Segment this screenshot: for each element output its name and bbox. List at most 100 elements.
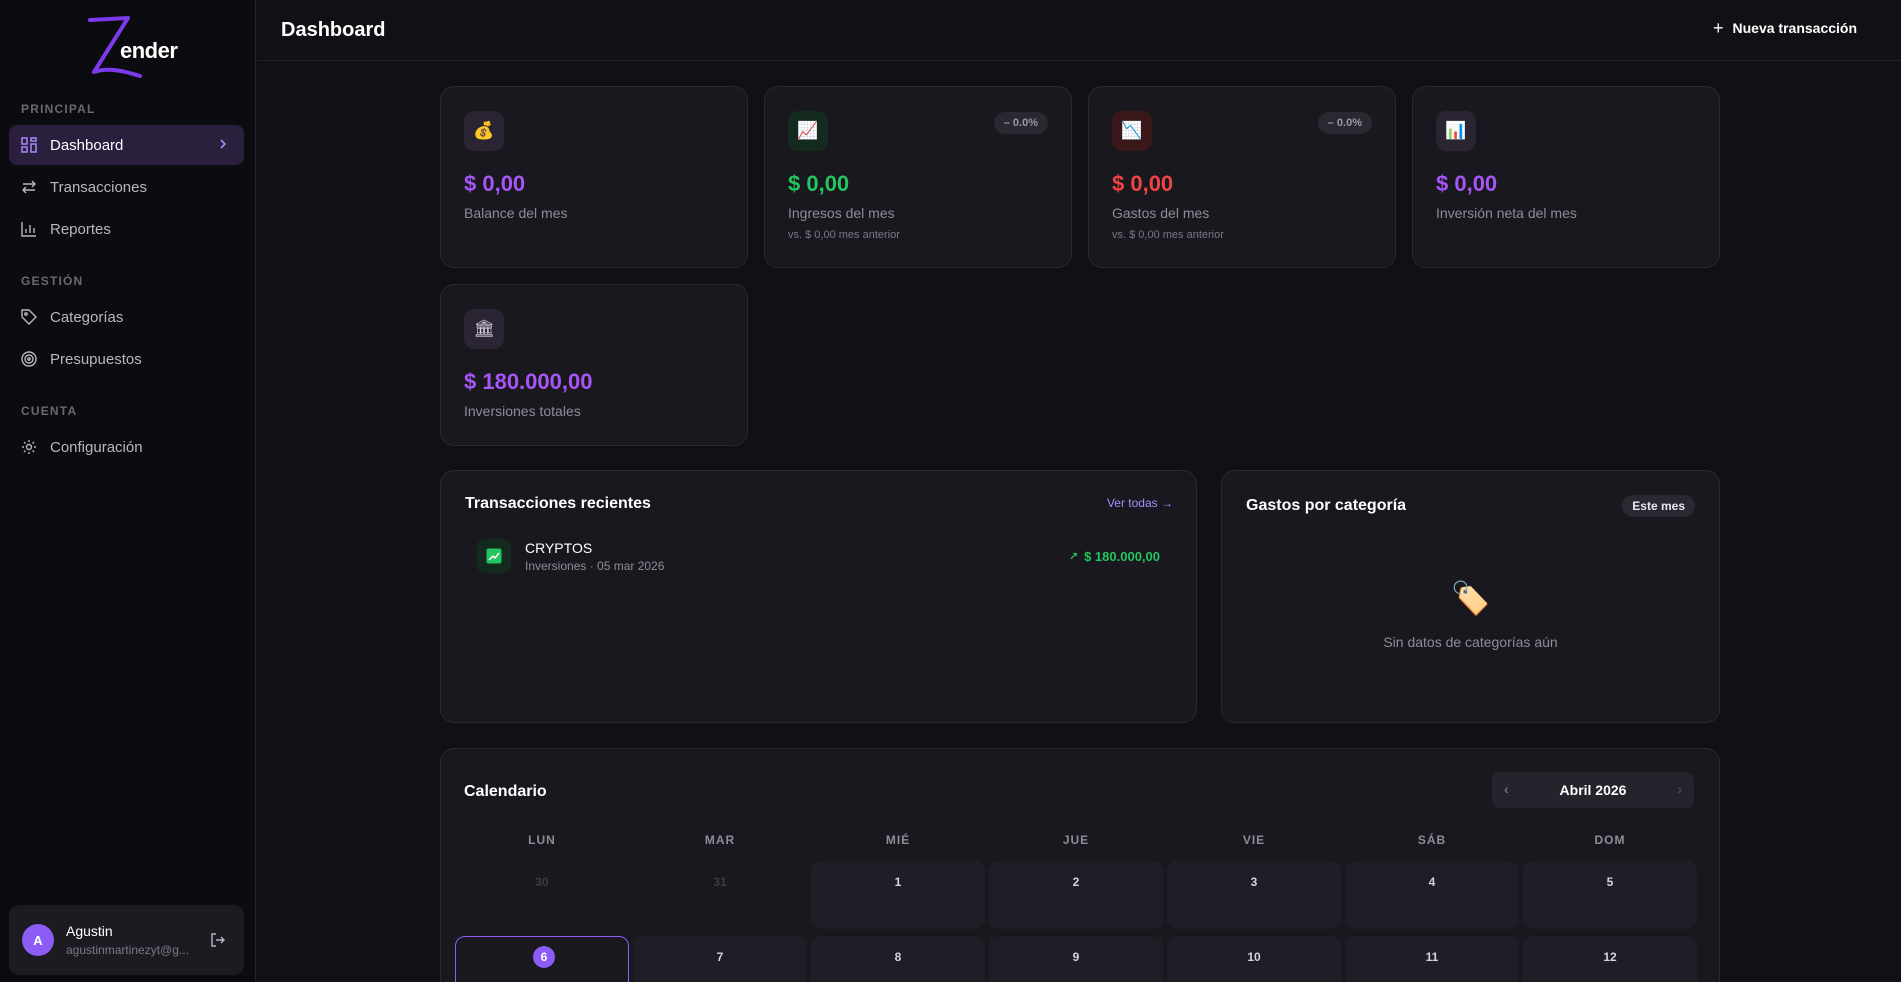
change-badge: – 0.0% bbox=[1317, 112, 1372, 134]
avatar: A bbox=[22, 924, 54, 956]
arrow-up-right-icon: ↗ bbox=[1068, 551, 1079, 563]
calendar-day[interactable]: 4 bbox=[1345, 861, 1519, 929]
transaction-name[interactable]: CRYPTOS bbox=[525, 540, 593, 556]
sidebar-item-transacciones[interactable]: Transacciones bbox=[9, 167, 244, 207]
view-all-link[interactable]: Ver todas → bbox=[1106, 496, 1173, 510]
gear-icon bbox=[21, 439, 37, 455]
dashboard-icon bbox=[21, 137, 37, 153]
weekday-label: MIÉ bbox=[885, 833, 911, 847]
user-name: Agustin bbox=[66, 923, 113, 939]
transaction-meta: Inversiones · 05 mar 2026 bbox=[525, 559, 665, 573]
day-number: 1 bbox=[894, 875, 902, 889]
sidebar-item-categorias[interactable]: Categorías bbox=[9, 297, 244, 337]
stat-value: $ 0,00 bbox=[788, 171, 850, 196]
calendar-day[interactable]: 12 bbox=[1523, 936, 1697, 982]
day-number: 4 bbox=[1428, 875, 1436, 889]
stat-label: Inversiones totales bbox=[464, 403, 581, 419]
calendar-day[interactable]: 5 bbox=[1523, 861, 1697, 929]
day-number: 5 bbox=[1606, 875, 1614, 889]
day-number: 9 bbox=[1072, 950, 1080, 964]
logout-icon[interactable] bbox=[210, 932, 226, 953]
day-number: 12 bbox=[1603, 950, 1617, 964]
amount-value: $ 180.000,00 bbox=[1084, 549, 1160, 564]
stat-value: $ 0,00 bbox=[464, 171, 526, 196]
panel-title: Gastos por categoría bbox=[1246, 497, 1407, 514]
nav-section-cuenta: CUENTA bbox=[21, 404, 78, 418]
day-number: 6 bbox=[533, 946, 555, 968]
stat-card-income: 📈 – 0.0% $ 0,00 Ingresos del mes vs. $ 0… bbox=[764, 86, 1072, 268]
tag-empty-icon: 🏷️ bbox=[1450, 580, 1491, 616]
day-number: 11 bbox=[1425, 950, 1439, 964]
top-header: Dashboard + Nueva transacción bbox=[257, 0, 1901, 61]
calendar-day-today[interactable]: 6 bbox=[455, 936, 629, 982]
day-number: 30 bbox=[535, 875, 549, 889]
calendar-day[interactable]: 7 bbox=[633, 936, 807, 982]
sidebar-item-reportes[interactable]: Reportes bbox=[9, 209, 244, 249]
plus-icon: + bbox=[1713, 18, 1724, 38]
sidebar-item-configuracion[interactable]: Configuración bbox=[9, 427, 244, 467]
sidebar: ender PRINCIPAL Dashboard Transacciones … bbox=[0, 0, 256, 982]
stat-value: $ 180.000,00 bbox=[464, 369, 593, 394]
calendar-day[interactable]: 2 bbox=[989, 861, 1163, 929]
day-number: 8 bbox=[894, 950, 902, 964]
tag-icon bbox=[21, 309, 37, 325]
stat-card-net-investment: 📊 $ 0,00 Inversión neta del mes bbox=[1412, 86, 1720, 268]
weekday-label: LUN bbox=[528, 833, 556, 847]
stat-comparison: vs. $ 0,00 mes anterior bbox=[788, 229, 900, 241]
user-email: agustinmartinezyt@g... bbox=[66, 943, 189, 957]
day-number: 3 bbox=[1250, 875, 1258, 889]
page-title: Dashboard bbox=[281, 19, 386, 41]
money-bag-icon: 💰 bbox=[464, 111, 504, 151]
stat-label: Balance del mes bbox=[464, 205, 568, 221]
new-transaction-label: Nueva transacción bbox=[1732, 20, 1858, 36]
stat-label: Ingresos del mes bbox=[788, 205, 895, 221]
nav-section-principal: PRINCIPAL bbox=[21, 102, 96, 116]
investment-icon bbox=[477, 539, 511, 573]
panel-title: Calendario bbox=[464, 783, 547, 800]
sidebar-item-label: Presupuestos bbox=[50, 350, 142, 368]
calendar-day[interactable]: 11 bbox=[1345, 936, 1519, 982]
target-icon bbox=[21, 351, 37, 367]
period-selector[interactable]: Este mes bbox=[1622, 495, 1695, 517]
stat-card-balance: 💰 $ 0,00 Balance del mes bbox=[440, 86, 748, 268]
sidebar-item-label: Transacciones bbox=[50, 178, 147, 196]
calendar-day[interactable]: 30 bbox=[455, 861, 629, 929]
logo-z-mark bbox=[88, 16, 142, 78]
calendar-day[interactable]: 10 bbox=[1167, 936, 1341, 982]
month-navigator: ‹ Abril 2026 › bbox=[1492, 772, 1694, 808]
calendar-panel: Calendario ‹ Abril 2026 › LUN MAR MIÉ JU… bbox=[440, 748, 1720, 982]
brand-logo[interactable]: ender bbox=[80, 14, 190, 84]
calendar-day[interactable]: 1 bbox=[811, 861, 985, 929]
stat-label: Gastos del mes bbox=[1112, 205, 1210, 221]
transaction-amount: ↗ $ 180.000,00 bbox=[1069, 549, 1160, 564]
day-number: 10 bbox=[1247, 950, 1261, 964]
stat-value: $ 0,00 bbox=[1436, 171, 1498, 196]
chart-down-icon: 📉 bbox=[1112, 111, 1152, 151]
new-transaction-button[interactable]: + Nueva transacción bbox=[1713, 18, 1858, 38]
calendar-day[interactable]: 9 bbox=[989, 936, 1163, 982]
calendar-day[interactable]: 3 bbox=[1167, 861, 1341, 929]
user-card[interactable]: A Agustin agustinmartinezyt@g... bbox=[9, 905, 244, 975]
chevron-right-icon[interactable]: › bbox=[1677, 781, 1682, 797]
chevron-right-icon bbox=[216, 137, 230, 155]
chevron-left-icon[interactable]: ‹ bbox=[1504, 781, 1509, 797]
chart-up-icon: 📈 bbox=[788, 111, 828, 151]
bar-chart-emoji-icon: 📊 bbox=[1436, 111, 1476, 151]
bar-chart-icon bbox=[21, 221, 37, 237]
expenses-by-category-panel: Gastos por categoría Este mes 🏷️ Sin dat… bbox=[1221, 470, 1720, 723]
sidebar-item-dashboard[interactable]: Dashboard bbox=[9, 125, 244, 165]
day-number: 2 bbox=[1072, 875, 1080, 889]
sidebar-item-presupuestos[interactable]: Presupuestos bbox=[9, 339, 244, 379]
weekday-label: VIE bbox=[1242, 833, 1266, 847]
empty-state-text: Sin datos de categorías aún bbox=[1383, 634, 1558, 650]
month-label: Abril 2026 bbox=[1559, 782, 1627, 798]
calendar-day[interactable]: 8 bbox=[811, 936, 985, 982]
panel-title: Transacciones recientes bbox=[465, 495, 651, 512]
recent-transactions-panel: Transacciones recientes Ver todas → CRYP… bbox=[440, 470, 1197, 723]
calendar-day[interactable]: 31 bbox=[633, 861, 807, 929]
stat-card-expenses: 📉 – 0.0% $ 0,00 Gastos del mes vs. $ 0,0… bbox=[1088, 86, 1396, 268]
arrows-swap-icon bbox=[21, 179, 37, 195]
weekday-label: DOM bbox=[1594, 833, 1626, 847]
sidebar-item-label: Dashboard bbox=[50, 136, 124, 154]
sidebar-item-label: Reportes bbox=[50, 220, 111, 238]
